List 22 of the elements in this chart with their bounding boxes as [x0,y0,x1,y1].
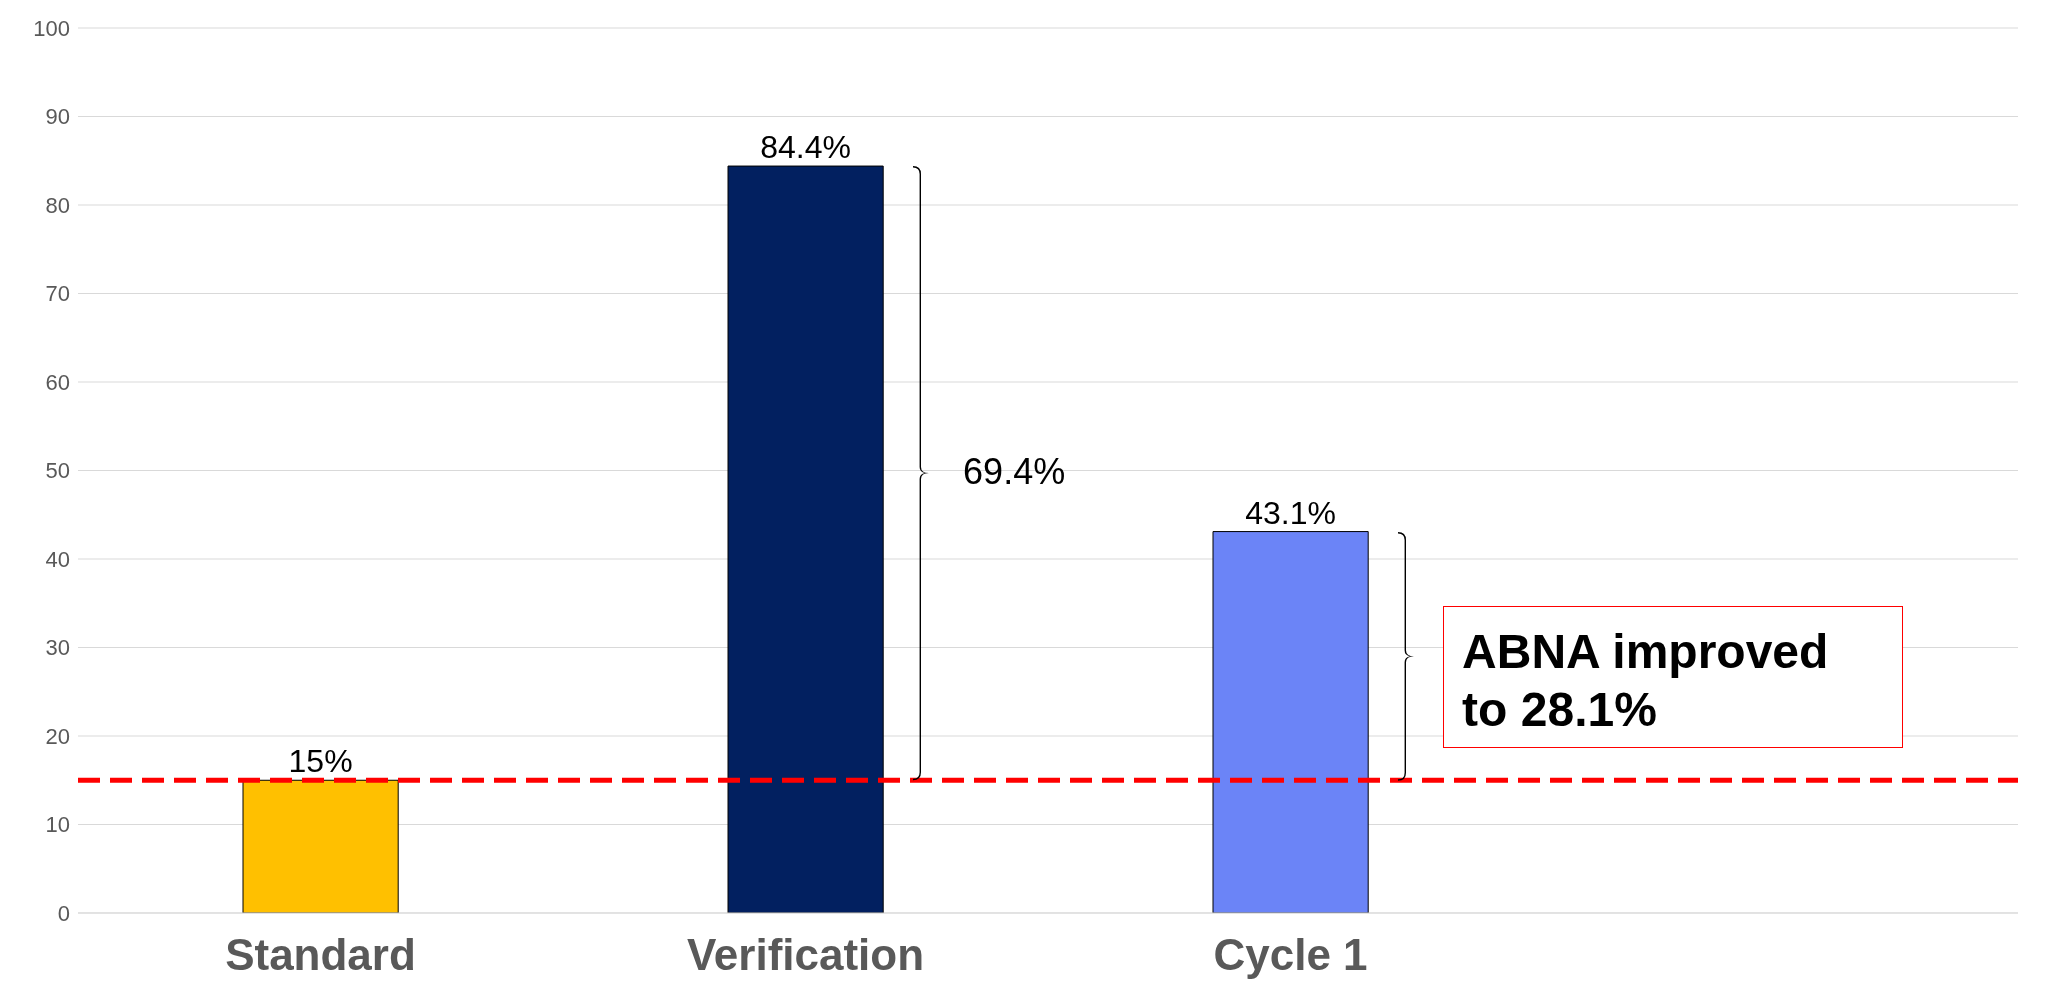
y-tick-label: 40 [45,546,70,572]
y-tick-label: 0 [57,900,70,926]
y-tick-label: 70 [45,281,70,307]
y-tick-label: 50 [45,458,70,484]
annotation: ABNA improved to 28.1% [1443,605,1904,748]
data-label: 43.1% [1245,494,1336,531]
bar [727,165,884,913]
y-tick-label: 90 [45,104,70,130]
x-tick-label: Cycle 1 [1213,930,1368,980]
y-tick-label: 20 [45,723,70,749]
y-tick-label: 10 [45,812,70,838]
y-tick-label: 80 [45,192,70,218]
x-tick-label: Verification [686,930,925,980]
bar [242,779,399,913]
data-label: 84.4% [760,129,851,166]
y-tick-label: 60 [45,369,70,395]
bar [1212,531,1369,913]
y-tick-label: 30 [45,635,70,661]
annotation: 69.4% [963,451,1066,494]
y-tick-label: 100 [33,15,70,41]
data-label: 15% [288,743,353,780]
x-tick-label: Standard [225,930,416,980]
